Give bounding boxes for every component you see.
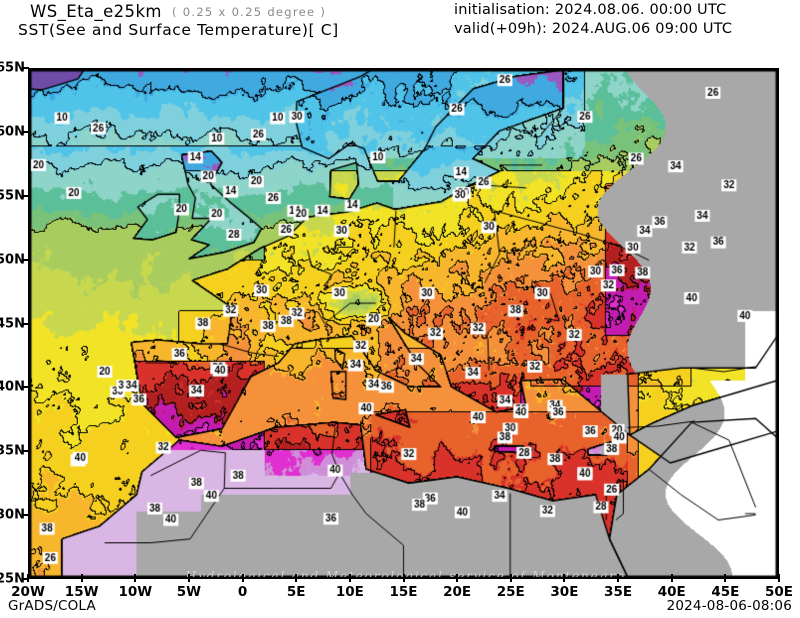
latitude-tick-mark: [22, 514, 29, 517]
longitude-tick-label: 5W: [176, 584, 202, 600]
longitude-tick-mark: [563, 574, 566, 582]
longitude-tick-label: 0: [237, 584, 248, 600]
latitude-tick-label: 55N: [0, 188, 25, 204]
longitude-tick-label: 10W: [118, 584, 153, 600]
longitude-tick-label: 50E: [764, 584, 794, 600]
latitude-tick-label: 60N: [0, 124, 25, 140]
latitude-tick-label: 35N: [0, 443, 25, 459]
longitude-tick-label: 45E: [711, 584, 740, 600]
longitude-tick-label: 30E: [550, 584, 579, 600]
longitude-tick-mark: [509, 574, 512, 582]
longitude-tick-mark: [456, 574, 459, 582]
longitude-tick-label: 20W: [11, 584, 45, 600]
longitude-tick-mark: [80, 574, 83, 582]
generation-timestamp-label: 2024-08-06-08:06: [666, 598, 792, 614]
latitude-tick-label: 45N: [0, 316, 25, 331]
longitude-tick-mark: [778, 574, 780, 582]
longitude-tick-mark: [187, 574, 190, 582]
model-name-label: WS_Eta_e25km: [30, 2, 162, 21]
latitude-tick-mark: [22, 67, 29, 69]
latitude-tick-mark: [22, 194, 29, 197]
longitude-tick-mark: [724, 574, 727, 582]
latitude-tick-mark: [22, 130, 29, 133]
valid-time-label: valid(+09h): 2024.AUG.06 09:00 UTC: [454, 21, 733, 37]
variable-title-label: SST(See and Surface Temperature)[ C]: [18, 21, 339, 39]
latitude-tick-label: 50N: [0, 252, 25, 268]
longitude-tick-mark: [402, 574, 405, 582]
longitude-tick-label: 40E: [657, 584, 686, 600]
map-plot-area[interactable]: Hydrological and Meteorological service …: [28, 68, 779, 579]
longitude-tick-label: 20E: [443, 584, 472, 600]
longitude-tick-mark: [348, 574, 351, 582]
longitude-tick-mark: [670, 574, 673, 582]
longitude-tick-mark: [617, 574, 620, 582]
initialisation-time-label: initialisation: 2024.08.06. 00:00 UTC: [454, 2, 727, 18]
latitude-tick-label: 25N: [0, 571, 25, 587]
latitude-tick-label: 65N: [0, 60, 25, 76]
longitude-tick-label: 5E: [286, 584, 306, 600]
latitude-tick-mark: [22, 578, 29, 580]
longitude-tick-label: 35E: [604, 584, 633, 600]
sst-contour-canvas[interactable]: [30, 70, 777, 577]
longitude-tick-mark: [241, 574, 244, 582]
latitude-tick-label: 30N: [0, 507, 25, 523]
latitude-tick-label: 40N: [0, 379, 25, 395]
grads-credit-label: GrADS/COLA: [8, 598, 96, 614]
longitude-tick-mark: [27, 574, 29, 582]
longitude-tick-mark: [134, 574, 137, 582]
latitude-tick-mark: [22, 386, 29, 389]
model-resolution-label: ( 0.25 x 0.25 degree ): [172, 5, 327, 19]
latitude-tick-mark: [22, 322, 29, 325]
longitude-tick-mark: [295, 574, 298, 582]
latitude-tick-mark: [22, 450, 29, 453]
longitude-tick-label: 15W: [64, 584, 99, 600]
longitude-tick-label: 25E: [496, 584, 525, 600]
longitude-tick-label: 15E: [389, 584, 418, 600]
latitude-tick-mark: [22, 258, 29, 261]
longitude-tick-label: 10E: [335, 584, 364, 600]
